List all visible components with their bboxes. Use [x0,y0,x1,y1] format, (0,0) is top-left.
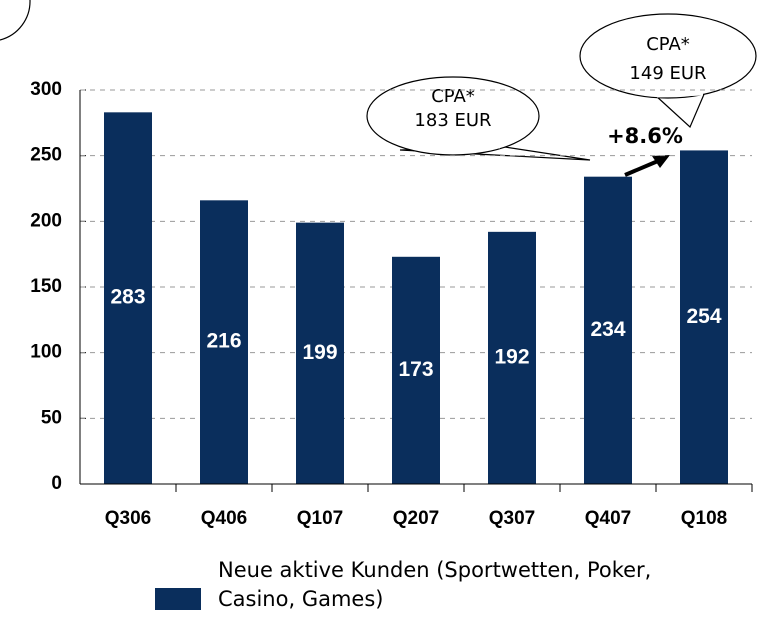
growth-arrowhead [652,155,670,168]
callout-seam [429,138,501,149]
y-tick-label: 0 [51,473,62,494]
value-label: 234 [590,318,625,341]
x-tick-label: Q107 [297,508,343,529]
growth-label: +8.6% [607,124,683,148]
x-tick-label: Q307 [489,508,535,529]
bar [680,150,728,484]
callout-text: 183 EUR [414,110,491,131]
x-tick-label: Q406 [201,508,247,529]
y-tick-label: 250 [30,145,62,166]
y-tick-label: 50 [41,407,62,428]
y-tick-label: 150 [30,276,62,297]
y-tick-label: 100 [30,342,62,363]
bar [584,176,632,484]
y-tick-label: 300 [30,79,62,100]
callout-seam [656,92,704,98]
x-tick-label: Q207 [393,508,439,529]
bar [296,222,344,484]
decor-arc [0,0,31,41]
bar [392,256,440,484]
value-label: 173 [398,358,433,381]
legend-swatch [155,588,201,610]
callout-text: 149 EUR [629,63,706,84]
value-label: 283 [110,286,145,309]
value-label: 254 [686,305,721,328]
callout-text: CPA* [646,34,690,55]
callout-text: CPA* [431,86,475,107]
growth-arrow [624,159,659,177]
y-tick-label: 200 [30,210,62,231]
legend-label: Neue aktive Kunden (Sportwetten, Poker, … [218,558,652,611]
callout-bubble [366,76,540,156]
callout-bubble [579,13,757,99]
x-tick-label: Q306 [105,508,151,529]
value-label: 216 [206,330,241,353]
bar [488,231,536,484]
x-tick-label: Q108 [681,508,727,529]
x-tick-label: Q407 [585,508,631,529]
bar [104,112,152,485]
bar [200,200,248,484]
value-label: 192 [494,345,529,368]
value-label: 199 [302,341,337,364]
